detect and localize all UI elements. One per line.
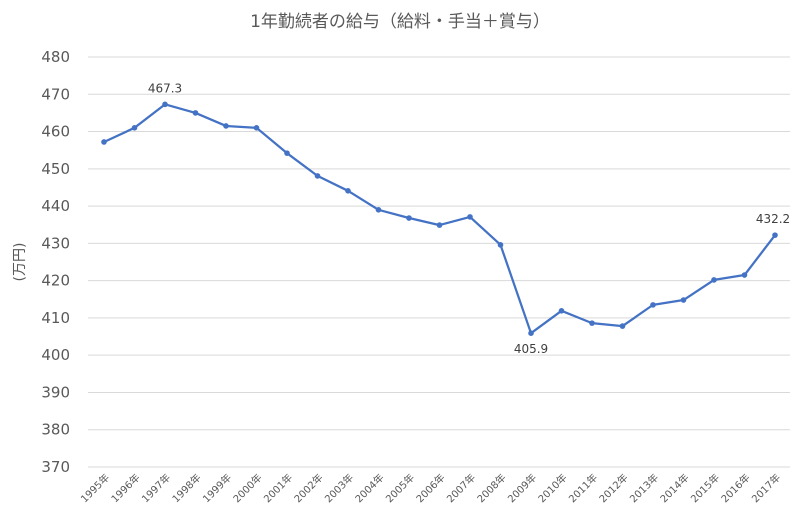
x-tick-label: 2010年 bbox=[535, 471, 569, 505]
x-tick-label: 2012年 bbox=[596, 471, 630, 505]
y-tick-label: 390 bbox=[41, 383, 70, 401]
y-axis-label: (万円) bbox=[12, 243, 28, 282]
y-tick-label: 450 bbox=[41, 160, 70, 178]
data-point bbox=[436, 222, 443, 228]
y-tick-label: 370 bbox=[41, 458, 70, 476]
data-point bbox=[711, 277, 717, 283]
x-tick-label: 2017年 bbox=[749, 471, 783, 505]
x-tick-label: 2000年 bbox=[230, 471, 264, 505]
data-point bbox=[192, 110, 199, 116]
x-tick-label: 2013年 bbox=[627, 471, 661, 505]
y-tick-label: 380 bbox=[41, 421, 70, 439]
data-point bbox=[558, 308, 565, 314]
data-point bbox=[375, 207, 382, 213]
data-point bbox=[528, 330, 534, 336]
data-point bbox=[223, 123, 229, 129]
data-point bbox=[680, 297, 687, 303]
y-tick-label: 430 bbox=[41, 234, 70, 252]
y-tick-label: 470 bbox=[41, 85, 70, 103]
y-tick-label: 410 bbox=[41, 309, 70, 327]
data-point bbox=[650, 302, 656, 308]
y-tick-label: 480 bbox=[41, 48, 70, 66]
data-point bbox=[619, 323, 626, 329]
data-label: 432.2 bbox=[756, 212, 790, 226]
x-tick-label: 1999年 bbox=[200, 471, 234, 505]
x-tick-label: 1998年 bbox=[169, 471, 203, 505]
data-point bbox=[467, 214, 473, 220]
data-point bbox=[131, 125, 138, 131]
x-tick-label: 2005年 bbox=[383, 471, 417, 505]
x-tick-label: 2002年 bbox=[291, 471, 325, 505]
x-tick-label: 1997年 bbox=[139, 471, 173, 505]
series-line bbox=[103, 103, 776, 335]
data-point bbox=[314, 173, 321, 179]
data-point bbox=[589, 320, 595, 326]
data-point bbox=[772, 232, 778, 238]
chart-title: 1年勤続者の給与（給料・手当＋賞与） bbox=[250, 12, 550, 32]
x-tick-label: 2003年 bbox=[322, 471, 356, 505]
x-tick-label: 2007年 bbox=[444, 471, 478, 505]
x-tick-label: 2014年 bbox=[657, 471, 691, 505]
x-tick-label: 2015年 bbox=[688, 471, 722, 505]
data-point bbox=[101, 139, 107, 145]
x-tick-label: 2011年 bbox=[566, 471, 600, 505]
x-tick-label: 2016年 bbox=[718, 471, 752, 505]
data-point bbox=[345, 188, 351, 194]
x-tick-label: 2008年 bbox=[474, 471, 508, 505]
data-point bbox=[253, 125, 260, 131]
x-tick-label: 1996年 bbox=[108, 471, 142, 505]
x-tick-label: 1995年 bbox=[78, 471, 112, 505]
y-tick-label: 400 bbox=[41, 346, 70, 364]
data-point bbox=[406, 215, 412, 221]
y-tick-label: 440 bbox=[41, 197, 70, 215]
data-point bbox=[741, 272, 748, 278]
x-tick-label: 2009年 bbox=[505, 471, 539, 505]
y-tick-label: 420 bbox=[41, 272, 70, 290]
data-point bbox=[497, 242, 504, 248]
data-label: 405.9 bbox=[514, 342, 548, 356]
x-tick-label: 2006年 bbox=[413, 471, 447, 505]
data-point bbox=[162, 101, 168, 108]
data-label: 467.3 bbox=[148, 81, 182, 95]
x-tick-label: 2004年 bbox=[352, 471, 386, 505]
y-tick-label: 460 bbox=[41, 123, 70, 141]
x-tick-label: 2001年 bbox=[261, 471, 295, 505]
data-point bbox=[284, 150, 290, 156]
